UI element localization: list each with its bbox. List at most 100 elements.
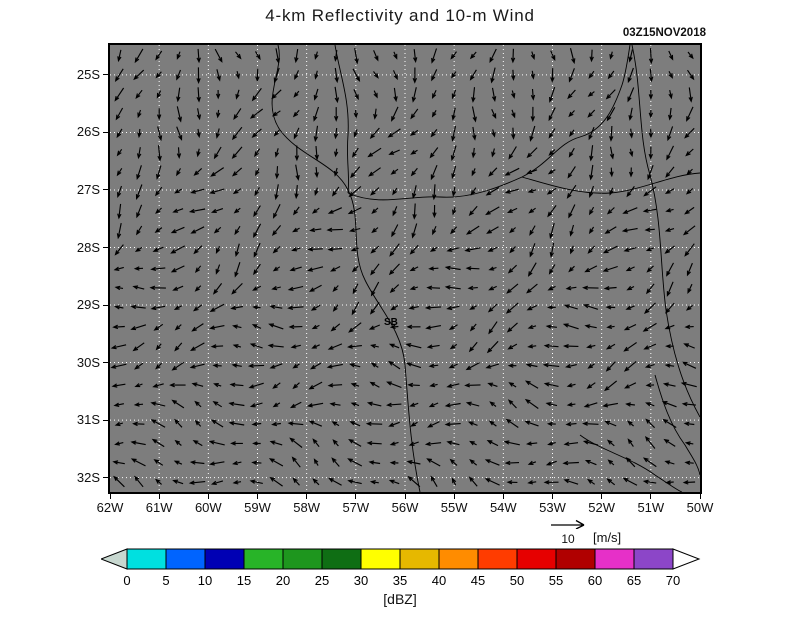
wind-vector xyxy=(665,302,675,314)
wind-vector xyxy=(294,185,299,200)
wind-vector xyxy=(234,262,241,278)
wind-vector xyxy=(231,363,242,368)
wind-vector xyxy=(254,187,260,197)
wind-vector xyxy=(271,225,282,236)
wind-vector xyxy=(309,227,322,233)
wind-vector xyxy=(584,324,597,329)
wind-vector xyxy=(313,88,319,101)
wind-vector xyxy=(157,145,162,162)
wind-vector xyxy=(190,188,205,194)
wind-vector xyxy=(665,208,674,213)
wind-vector xyxy=(393,87,398,103)
wind-vector xyxy=(429,382,438,388)
colorbar-segment xyxy=(204,548,245,570)
wind-vector xyxy=(215,128,220,139)
wind-vector xyxy=(351,301,360,316)
x-tick-label: 54W xyxy=(489,500,517,515)
wind-vector xyxy=(188,208,206,214)
wind-vector xyxy=(130,458,146,467)
wind-vector xyxy=(392,187,398,196)
wind-vector xyxy=(503,440,520,446)
wind-vector xyxy=(488,285,497,291)
wind-vector xyxy=(663,438,676,447)
wind-vector xyxy=(648,89,654,100)
wind-vector xyxy=(353,129,358,138)
wind-vector xyxy=(130,304,146,310)
wind-vector xyxy=(388,263,400,276)
wind-vector xyxy=(114,285,124,291)
wind-vector xyxy=(684,206,695,215)
wind-vector xyxy=(565,363,577,369)
wind-vector xyxy=(232,188,242,195)
wind-vector xyxy=(389,441,399,446)
wind-vector xyxy=(527,480,537,485)
wind-vector xyxy=(251,460,262,466)
wind-vector xyxy=(509,227,516,234)
wind-vector xyxy=(465,401,480,407)
wind-vector xyxy=(609,167,614,178)
wind-vector xyxy=(621,227,638,233)
colorbar-segment xyxy=(282,548,323,570)
wind-vector xyxy=(509,246,516,254)
wind-vector xyxy=(665,480,674,485)
wind-vector xyxy=(490,67,496,84)
wind-vector xyxy=(411,223,418,239)
wind-vector xyxy=(609,51,614,60)
wind-vector xyxy=(230,305,244,310)
wind-vector xyxy=(543,382,559,387)
wind-vector xyxy=(511,127,516,140)
wind-vector xyxy=(150,266,166,272)
wind-reference-arrow-icon xyxy=(551,519,585,530)
x-tick-label: 61W xyxy=(145,500,173,515)
wind-vector xyxy=(329,402,341,407)
wind-vector xyxy=(215,245,221,254)
wind-reference: 10 [m/s] xyxy=(548,516,621,545)
wind-vector xyxy=(271,89,282,100)
wind-vector xyxy=(350,166,361,179)
wind-vector xyxy=(464,247,481,253)
wind-vector xyxy=(232,324,242,329)
wind-vector xyxy=(526,147,538,159)
wind-vector xyxy=(549,222,555,240)
wind-vector xyxy=(135,184,143,200)
wind-vector xyxy=(172,285,184,291)
wind-vector xyxy=(116,222,122,240)
wind-vector xyxy=(150,419,166,428)
wind-vector xyxy=(229,382,244,388)
wind-vector xyxy=(267,343,284,349)
wind-vector xyxy=(212,283,223,295)
wind-vector xyxy=(215,109,221,119)
wind-vector xyxy=(249,343,263,349)
wind-vector xyxy=(389,460,399,466)
wind-vector xyxy=(681,361,697,369)
x-axis-tick xyxy=(109,494,111,499)
wind-vector xyxy=(530,70,536,80)
wind-vector xyxy=(333,128,339,140)
wind-vector xyxy=(469,51,477,60)
y-tick-label: 26S xyxy=(76,124,100,140)
wind-vector xyxy=(272,266,281,272)
wind-vector xyxy=(583,402,598,408)
wind-vector xyxy=(407,382,420,388)
wind-vector xyxy=(254,168,260,177)
wind-vector xyxy=(666,145,675,161)
wind-vector xyxy=(549,87,556,103)
wind-vector xyxy=(625,402,635,407)
wind-vector xyxy=(235,51,242,60)
wind-vector xyxy=(253,263,261,276)
wind-vector xyxy=(569,129,575,137)
colorbar-left-arrow xyxy=(101,548,128,570)
wind-vector xyxy=(209,188,225,194)
wind-vector xyxy=(472,126,477,141)
wind-vector xyxy=(232,460,242,466)
wind-vector xyxy=(469,323,477,332)
wind-vector xyxy=(313,106,320,122)
wind-vector xyxy=(664,245,675,254)
wind-vector xyxy=(274,166,280,180)
wind-vector xyxy=(370,281,380,297)
wind-vector xyxy=(110,363,127,369)
wind-vector xyxy=(543,343,559,349)
wind-vector xyxy=(428,402,439,408)
wind-vector xyxy=(526,441,538,446)
wind-vector xyxy=(486,440,499,447)
